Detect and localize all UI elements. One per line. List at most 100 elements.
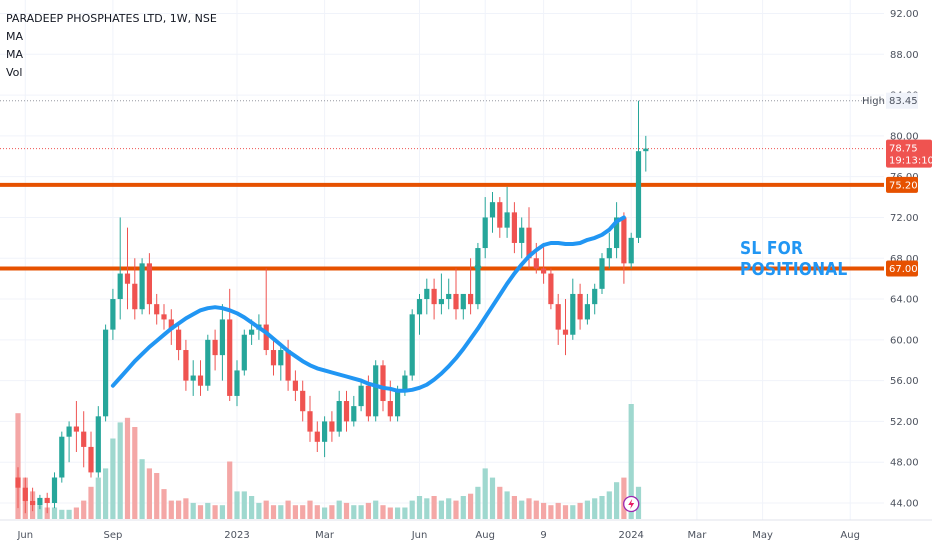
volume-bar <box>460 496 466 519</box>
volume-bar <box>241 491 247 519</box>
volume-bar <box>424 498 430 519</box>
sl-annotation[interactable]: SL FOR POSITIONAL <box>740 238 848 280</box>
candle-body <box>570 293 576 335</box>
volume-bar <box>190 502 196 519</box>
candle-body <box>453 293 459 310</box>
volume-bar <box>526 498 532 519</box>
last-price-value: 78.75 <box>889 144 918 155</box>
signal-marker <box>473 260 482 268</box>
volume-bar <box>161 489 167 519</box>
volume-bar <box>212 505 218 519</box>
volume-bar <box>409 500 415 519</box>
moving-average <box>110 215 626 393</box>
candle-body <box>168 319 174 330</box>
candle-body <box>95 416 101 473</box>
ma-line <box>110 215 626 393</box>
candle-body <box>219 319 225 356</box>
volume-bar <box>292 505 298 519</box>
volume-bar <box>300 505 306 519</box>
volume-bar <box>336 500 342 519</box>
volume-bar <box>37 505 43 519</box>
x-tick-label: 2024 <box>618 530 643 541</box>
ma-indicator-2[interactable]: MA <box>6 48 24 61</box>
candle-body <box>270 350 277 366</box>
volume-bar <box>358 505 364 519</box>
volume-bar <box>387 507 393 519</box>
candle-body <box>519 227 525 243</box>
volume-bar <box>197 505 204 519</box>
volume-bar <box>329 505 335 519</box>
candle-body <box>117 273 123 300</box>
ma-indicator-1[interactable]: MA <box>6 30 24 43</box>
candle-body <box>541 268 547 274</box>
volume-bar <box>66 509 72 519</box>
candle-body <box>548 273 554 305</box>
volume-bar <box>519 500 525 519</box>
volume-bar <box>453 500 459 519</box>
candle-body <box>234 370 240 396</box>
volume-bar <box>438 500 444 519</box>
volume-bar <box>351 505 357 519</box>
volume-indicator[interactable]: Vol <box>6 66 23 79</box>
volume-bar <box>139 459 145 519</box>
candle-body <box>190 375 196 381</box>
high-label: High <box>862 96 885 107</box>
candle-body <box>592 288 598 305</box>
candle-body <box>183 350 189 381</box>
volume-bar <box>256 502 262 519</box>
volume-bar <box>365 502 371 519</box>
y-tick-label: 88.00 <box>890 50 919 61</box>
volume-bar <box>234 491 240 519</box>
high-value: 83.45 <box>889 96 918 107</box>
candle-body <box>416 299 423 315</box>
volume-bar <box>416 496 423 519</box>
candle-body <box>365 385 371 417</box>
candle-body <box>468 293 474 305</box>
level-upper-tag-bg <box>886 176 918 193</box>
candle-body <box>614 217 620 249</box>
volume-bar <box>249 496 255 519</box>
candle-body <box>395 390 401 417</box>
candle-body <box>37 497 43 506</box>
y-tick-label: 92.00 <box>890 9 919 20</box>
time-axis[interactable]: Jun Sep 2023 Mar Jun Aug 9 2024 Mar May Aug <box>0 519 932 541</box>
candle-body <box>482 217 488 249</box>
volume-bar <box>73 507 79 519</box>
x-tick-label: Aug <box>475 530 495 541</box>
candle-body <box>343 401 350 422</box>
candle-body <box>176 329 182 351</box>
candle-body <box>73 426 79 432</box>
volume-bar <box>497 486 503 519</box>
x-tick-label: Mar <box>315 530 335 541</box>
level-lower-tag: 67.00 <box>889 264 918 275</box>
candle-body <box>446 293 452 300</box>
volume-bar <box>270 505 277 519</box>
candle-body <box>307 411 313 432</box>
candle-body <box>584 304 590 320</box>
volume-bar <box>475 486 481 519</box>
volume-bar <box>628 404 634 519</box>
volume-bar <box>154 473 160 519</box>
volume-bar <box>562 505 569 519</box>
volume-bar <box>599 496 605 519</box>
candle-body <box>59 436 65 478</box>
y-tick-label: 68.00 <box>890 254 919 265</box>
candle-body <box>300 390 306 412</box>
x-tick-label: Aug <box>840 530 860 541</box>
candle-body <box>124 273 131 284</box>
volume-bar <box>278 505 284 519</box>
volume-bar <box>95 477 101 519</box>
symbol-title[interactable]: PARADEEP PHOSPHATES LTD, 1W, NSE <box>6 12 217 25</box>
x-tick-label: Sep <box>103 530 122 541</box>
candle-body <box>103 329 109 417</box>
volume-bar <box>489 477 496 519</box>
volume-bar <box>227 461 233 519</box>
candle-body <box>139 263 145 310</box>
volume-bar <box>584 500 590 519</box>
volume-bar <box>541 502 547 519</box>
volume-bar <box>81 500 87 519</box>
volume-bar <box>343 502 350 519</box>
volume-bar <box>314 505 320 519</box>
